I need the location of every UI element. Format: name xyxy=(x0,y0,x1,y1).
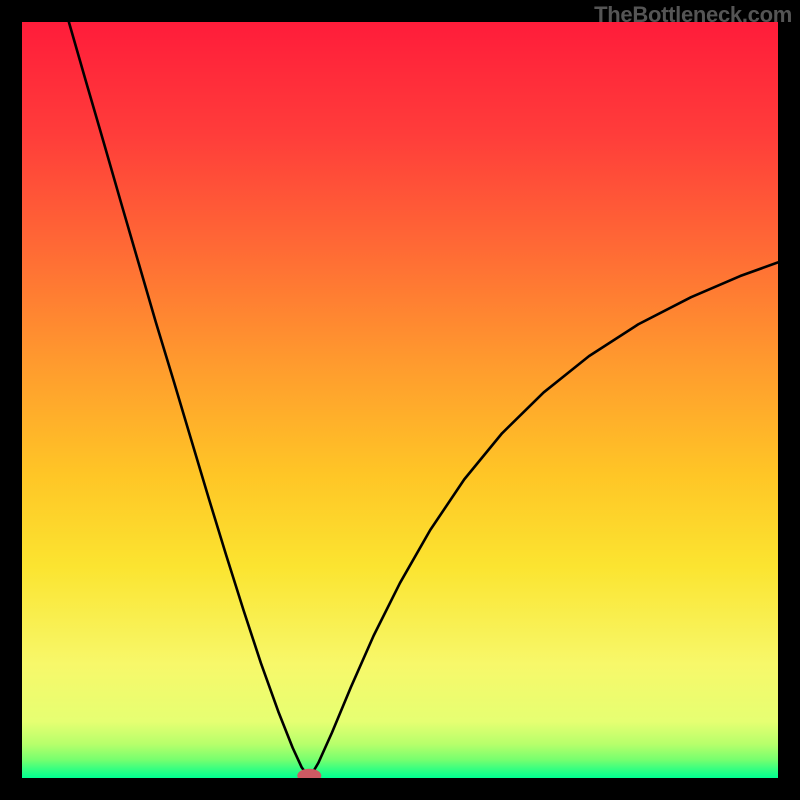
plot-background xyxy=(22,22,778,778)
bottleneck-chart xyxy=(0,0,800,800)
watermark-text: TheBottleneck.com xyxy=(594,2,792,28)
chart-container: TheBottleneck.com xyxy=(0,0,800,800)
